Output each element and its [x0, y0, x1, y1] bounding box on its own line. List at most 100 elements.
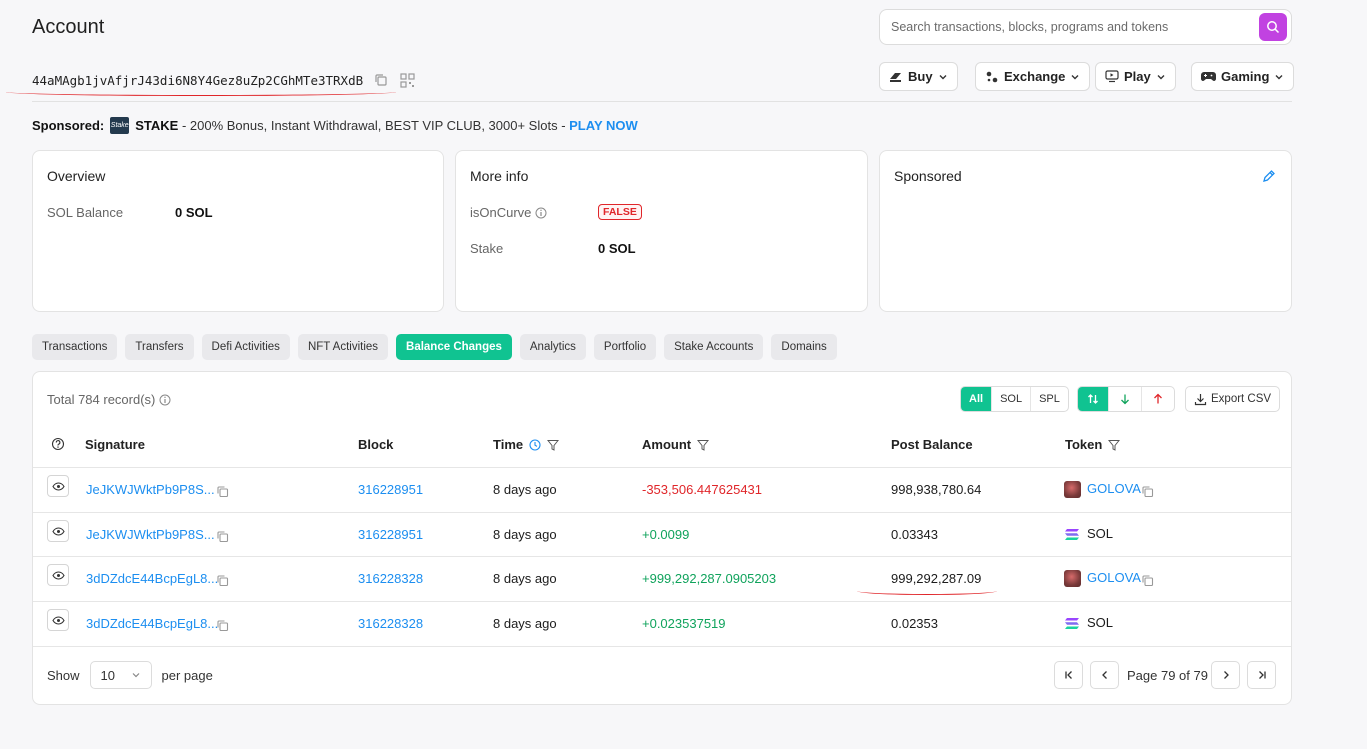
- buy-icon: [890, 72, 901, 82]
- info-icon[interactable]: [159, 394, 171, 406]
- view-details-button[interactable]: [47, 475, 69, 497]
- tab-stake-accounts[interactable]: Stake Accounts: [664, 334, 764, 360]
- token-cell[interactable]: GOLOVA: [1064, 570, 1141, 588]
- tab-balance-changes[interactable]: Balance Changes: [396, 334, 512, 360]
- time-cell: 8 days ago: [493, 527, 557, 542]
- sol-token-icon: [1065, 618, 1079, 630]
- time-cell: 8 days ago: [493, 482, 557, 497]
- time-cell: 8 days ago: [493, 616, 557, 631]
- gaming-button[interactable]: Gaming: [1191, 62, 1295, 91]
- more-info-title: More info: [470, 168, 529, 184]
- signature-link[interactable]: 3dDZdcE44BcpEgL8...: [86, 571, 219, 586]
- table-row: JeJKWJWktPb9P8S... 316228951 8 days ago …: [33, 513, 1291, 557]
- view-details-button[interactable]: [47, 564, 69, 586]
- account-address-row: 44aMAgb1jvAfjrJ43di6N8Y4Gez8uZp2CGhMTe3T…: [32, 72, 415, 88]
- search-box[interactable]: Search transactions, blocks, programs an…: [879, 9, 1292, 45]
- eye-icon: [51, 570, 65, 580]
- copy-icon[interactable]: [1141, 574, 1154, 587]
- table-row: 3dDZdcE44BcpEgL8... 316228328 8 days ago…: [33, 557, 1291, 602]
- table-row: JeJKWJWktPb9P8S... 316228951 8 days ago …: [33, 468, 1291, 513]
- play-now-link[interactable]: PLAY NOW: [569, 118, 638, 133]
- exchange-button[interactable]: Exchange: [975, 62, 1091, 91]
- per-page-select[interactable]: 10: [89, 661, 152, 689]
- tab-transfers[interactable]: Transfers: [125, 334, 194, 360]
- last-page-icon: [1258, 671, 1266, 679]
- view-details-button[interactable]: [47, 520, 69, 542]
- sponsored-card: Sponsored: [879, 150, 1292, 312]
- buy-button[interactable]: Buy: [879, 62, 958, 91]
- tab-domains[interactable]: Domains: [771, 334, 837, 360]
- prev-page-button[interactable]: [1090, 661, 1119, 689]
- eye-icon: [51, 481, 65, 491]
- tab-nft-activities[interactable]: NFT Activities: [297, 334, 389, 360]
- filter-both-directions[interactable]: [1078, 387, 1109, 411]
- qr-code-icon[interactable]: [399, 72, 415, 88]
- export-csv-button[interactable]: Export CSV: [1185, 386, 1281, 412]
- account-address[interactable]: 44aMAgb1jvAfjrJ43di6N8Y4Gez8uZp2CGhMTe3T…: [32, 72, 364, 88]
- copy-icon[interactable]: [1141, 485, 1154, 498]
- filter-icon[interactable]: [697, 439, 710, 451]
- signature-link[interactable]: 3dDZdcE44BcpEgL8...: [86, 616, 219, 631]
- filter-outgoing[interactable]: [1142, 387, 1174, 411]
- copy-icon[interactable]: [216, 619, 229, 632]
- first-page-button[interactable]: [1054, 661, 1083, 689]
- block-link[interactable]: 316228328: [358, 616, 424, 631]
- token-cell[interactable]: GOLOVA: [1064, 481, 1141, 499]
- stake-logo[interactable]: Stake: [110, 117, 130, 134]
- token-filter: All SOL SPL: [960, 386, 1069, 412]
- token-cell[interactable]: SOL: [1064, 526, 1113, 543]
- last-page-button[interactable]: [1247, 661, 1276, 689]
- chevron-right-icon: [1223, 671, 1229, 679]
- arrow-down-icon: [1121, 394, 1129, 405]
- table-header: Signature Block Time Amount Post Balance…: [33, 434, 1291, 468]
- download-icon: [1194, 393, 1207, 405]
- balance-changes-panel: Total 784 record(s) All SOL SPL Export C…: [32, 371, 1292, 705]
- swap-vertical-icon: [1088, 394, 1098, 404]
- chevron-down-icon: [132, 673, 139, 678]
- copy-icon[interactable]: [216, 530, 229, 543]
- tab-transactions[interactable]: Transactions: [32, 334, 118, 360]
- post-balance-cell: 998,938,780.64: [891, 482, 982, 497]
- amount-cell: +0.023537519: [642, 616, 726, 631]
- stake-value: 0 SOL: [598, 241, 636, 256]
- block-link[interactable]: 316228951: [358, 482, 424, 497]
- chevron-down-icon: [1071, 74, 1079, 79]
- view-details-button[interactable]: [47, 609, 69, 631]
- exchange-icon: [986, 71, 998, 82]
- block-link[interactable]: 316228951: [358, 527, 424, 542]
- search-button[interactable]: [1259, 13, 1287, 41]
- clock-icon[interactable]: [529, 438, 541, 451]
- copy-icon[interactable]: [373, 72, 389, 88]
- block-link[interactable]: 316228328: [358, 571, 424, 586]
- info-icon[interactable]: [535, 207, 547, 219]
- tab-analytics[interactable]: Analytics: [519, 334, 586, 360]
- filter-spl[interactable]: SPL: [1039, 393, 1060, 405]
- amount-cell: +999,292,287.0905203: [642, 571, 777, 586]
- first-page-icon: [1064, 671, 1072, 679]
- stake-row: Stake 0 SOL: [470, 241, 636, 256]
- next-page-button[interactable]: [1211, 661, 1240, 689]
- filter-sol[interactable]: SOL: [992, 387, 1032, 411]
- copy-icon[interactable]: [216, 574, 229, 587]
- total-records: Total 784 record(s): [47, 392, 171, 407]
- tab-defi-activities[interactable]: Defi Activities: [201, 334, 290, 360]
- gamepad-icon: [1201, 72, 1216, 81]
- filter-icon[interactable]: [547, 439, 560, 451]
- search-icon: [1267, 21, 1280, 34]
- col-help[interactable]: [51, 437, 65, 451]
- play-button[interactable]: Play: [1095, 62, 1176, 91]
- post-balance-cell: 0.03343: [891, 527, 938, 542]
- tab-portfolio[interactable]: Portfolio: [593, 334, 657, 360]
- filter-icon[interactable]: [1108, 439, 1121, 451]
- signature-link[interactable]: JeJKWJWktPb9P8S...: [86, 482, 215, 497]
- signature-link[interactable]: JeJKWJWktPb9P8S...: [86, 527, 215, 542]
- eye-icon: [51, 615, 65, 625]
- edit-icon[interactable]: [1262, 169, 1276, 183]
- copy-icon[interactable]: [216, 485, 229, 498]
- filter-incoming[interactable]: [1109, 387, 1142, 411]
- search-input[interactable]: Search transactions, blocks, programs an…: [891, 20, 1169, 34]
- chevron-down-icon: [939, 74, 947, 79]
- token-cell[interactable]: SOL: [1064, 615, 1113, 632]
- page-indicator: Page 79 of 79: [1127, 668, 1208, 683]
- filter-all[interactable]: All: [961, 387, 993, 411]
